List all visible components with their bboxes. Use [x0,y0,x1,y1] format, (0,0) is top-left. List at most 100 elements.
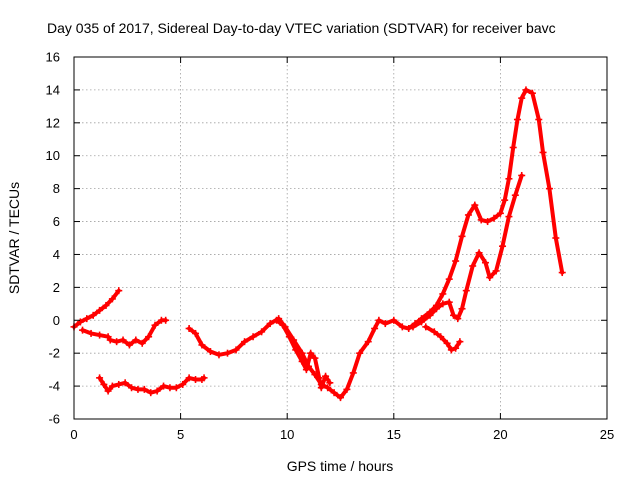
y-tick-label: 8 [53,181,60,196]
data-point [106,336,114,344]
x-tick-label: 20 [493,427,507,442]
data-point [179,380,187,388]
data-point [224,349,232,357]
series-arc-3 [96,374,208,397]
data-point [298,357,306,365]
series-line [423,324,462,352]
data-point [273,316,281,324]
data-point [484,218,492,226]
data-point [437,333,445,341]
data-point [140,385,148,393]
data-point [100,380,108,388]
data-point [454,315,462,323]
data-point [285,333,293,341]
data-point [317,384,325,392]
data-point [115,380,123,388]
data-point [337,394,344,402]
data-point [518,94,526,102]
x-tick-label: 15 [387,427,401,442]
data-point [456,338,464,346]
data-point [426,311,434,319]
data-point [200,374,208,382]
data-point [390,316,398,324]
data-point [558,269,566,277]
data-point [432,305,440,313]
data-point [307,349,315,357]
data-point [121,379,129,387]
data-point [192,329,200,337]
data-point [471,201,479,209]
data-point [522,86,530,94]
data-point [162,316,170,324]
data-point [324,384,332,392]
data-point [490,214,498,222]
x-axis-label: GPS time / hours [287,458,394,474]
data-point [147,389,155,397]
data-point [343,385,351,393]
data-point [445,298,453,306]
data-point [501,196,509,204]
data-point [153,387,161,395]
data-point [104,387,112,395]
series-line [187,87,565,400]
data-point [449,311,457,319]
data-point [96,374,104,382]
y-axis-label: SDTVAR / TECUs [6,182,22,294]
data-point [206,348,214,356]
data-point [422,323,430,331]
data-point [439,300,447,308]
data-point [145,333,153,341]
series-arc-6 [422,323,464,354]
data-point [279,321,287,329]
data-point [192,376,200,384]
x-tick-label: 10 [280,427,294,442]
data-point [539,148,547,156]
data-point [458,305,466,313]
series-arc-7 [409,171,526,331]
data-point [475,249,483,257]
data-point [96,331,104,339]
data-point [83,315,91,323]
axis-ticks: 0 5 10 15 20 25 -6 -4 -2 0 2 4 6 8 10 12 14 16 [46,50,615,443]
data-point [322,372,330,380]
data-point [452,257,460,265]
data-point [258,328,266,336]
data-point [513,116,521,124]
y-tick-label: 4 [53,247,60,262]
data-point [76,318,84,326]
data-point [505,175,513,183]
data-point [151,321,159,329]
data-point [185,374,193,382]
data-point [439,290,447,298]
series-arc-4 [185,86,566,402]
data-point [398,323,406,331]
x-tick-label: 25 [600,427,614,442]
data-point [241,338,249,346]
y-tick-label: 0 [53,313,60,328]
plot-frame [73,56,608,420]
data-point [302,366,310,374]
data-point [452,344,460,352]
data-point [458,232,466,240]
y-tick-label: 14 [46,82,60,97]
data-point [356,349,364,357]
data-point [138,339,146,347]
data-point [430,328,438,336]
data-point [79,326,87,334]
data-point [535,116,543,124]
data-point [349,369,357,377]
data-point [125,341,133,349]
data-point [496,209,504,217]
data-point [528,89,536,97]
data-point [232,346,240,354]
data-point [89,311,97,319]
data-point [545,185,553,193]
data-point [371,325,379,332]
data-point [249,333,257,341]
y-tick-label: 12 [46,115,60,130]
data-point [499,242,507,250]
data-point [115,287,123,295]
y-tick-label: 10 [46,148,60,163]
data-point [166,384,174,392]
